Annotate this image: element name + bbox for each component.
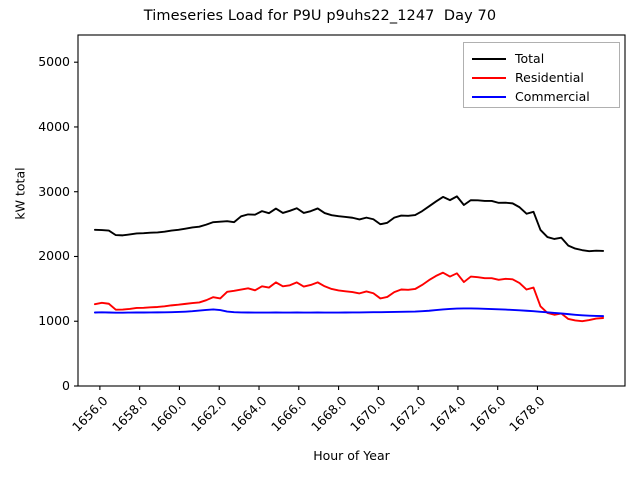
legend-entry-residential: Residential	[472, 68, 584, 88]
legend-label: Residential	[515, 69, 584, 85]
y-tick-label: 2000	[38, 248, 70, 264]
axes-frame	[77, 34, 626, 387]
y-tick-label: 0	[62, 378, 70, 393]
legend-swatch-residential	[472, 77, 506, 79]
legend-swatch-commercial	[472, 96, 506, 98]
series-line-residential	[93, 271, 605, 323]
series-line-commercial	[93, 307, 605, 318]
legend-entry-total: Total	[472, 49, 544, 69]
legend-swatch-total	[472, 58, 506, 60]
chart-legend: Total Residential Commercial	[463, 42, 620, 108]
y-tick-label: 5000	[38, 54, 70, 70]
y-tick-label: 3000	[38, 183, 70, 199]
legend-entry-commercial: Commercial	[472, 87, 590, 107]
chart-title: Timeseries Load for P9U p9uhs22_1247 Day…	[143, 8, 497, 24]
legend-label: Commercial	[515, 88, 590, 104]
y-tick-label: 4000	[38, 118, 70, 134]
legend-label: Total	[515, 50, 545, 66]
x-axis-label: Hour of Year	[313, 448, 390, 463]
series-line-total	[93, 195, 605, 253]
y-tick-label: 1000	[38, 313, 70, 329]
